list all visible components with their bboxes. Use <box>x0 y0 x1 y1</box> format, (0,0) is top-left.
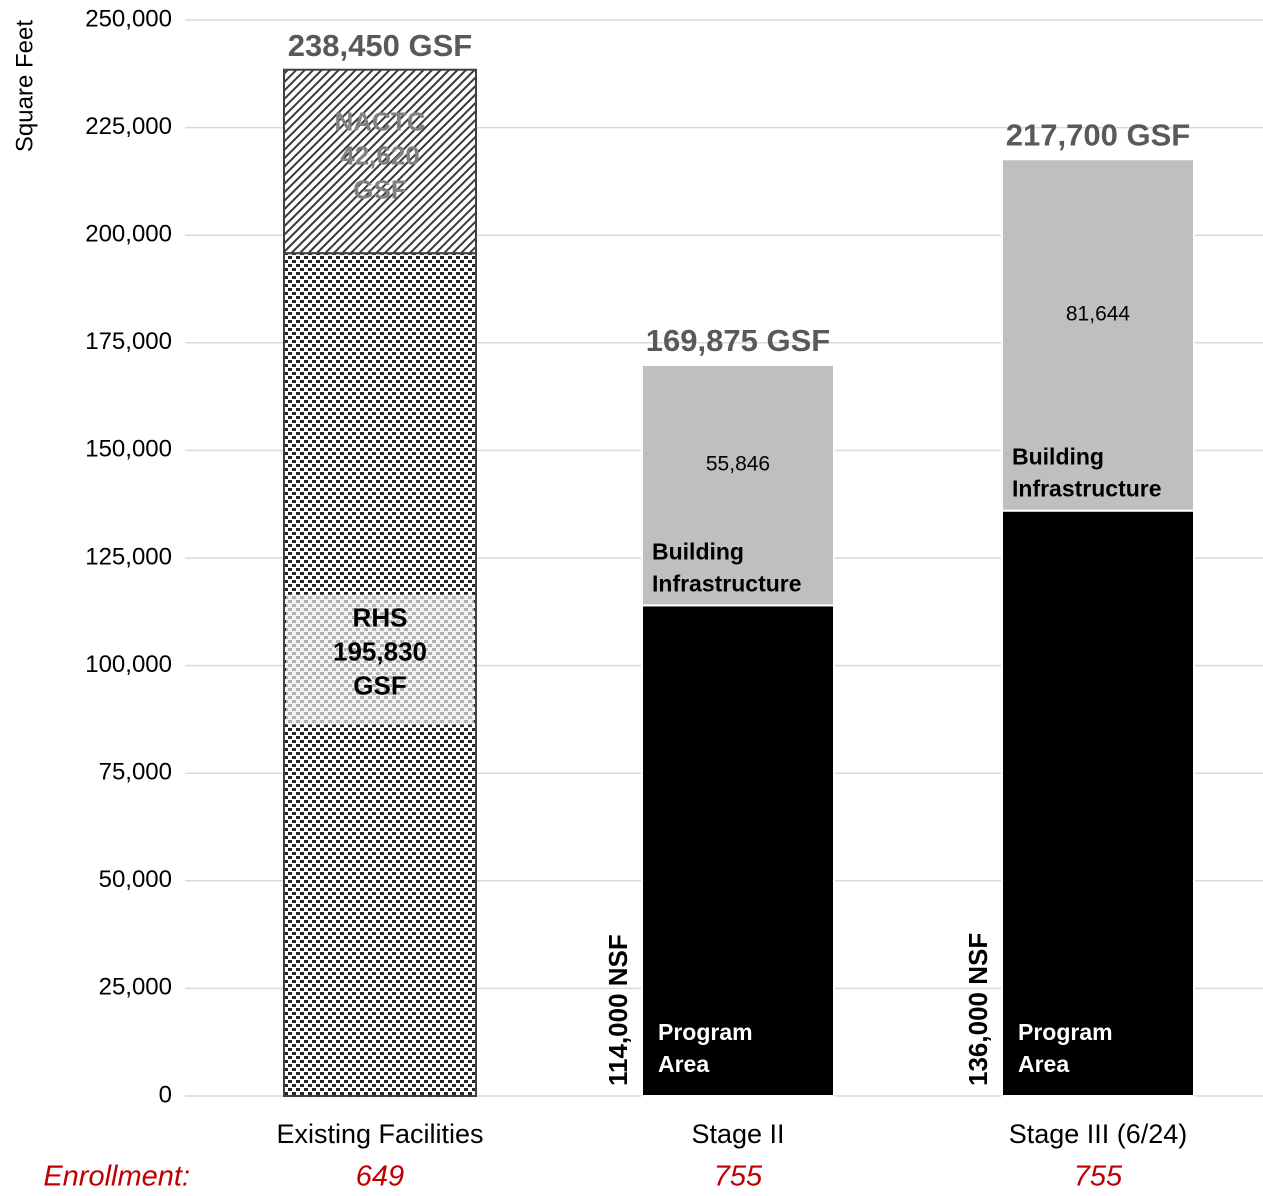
segment-label: 42,620 <box>340 140 420 170</box>
bar-segment <box>641 604 835 1097</box>
enrollment-value: 755 <box>1074 1161 1123 1193</box>
segment-name: Area <box>658 1051 709 1077</box>
enrollment-value: 649 <box>356 1161 404 1193</box>
total-label: 169,875 GSF <box>646 323 830 358</box>
segment-name: Infrastructure <box>1012 476 1162 502</box>
y-tick-label: 100,000 <box>85 651 172 678</box>
y-tick-label: 200,000 <box>85 221 172 248</box>
x-tick-label: Stage II <box>691 1119 784 1149</box>
bar-segment <box>641 363 835 607</box>
total-label: 217,700 GSF <box>1006 117 1190 152</box>
total-label: 238,450 GSF <box>288 28 472 63</box>
bar-segment <box>283 68 477 255</box>
y-tick-label: 125,000 <box>85 543 172 570</box>
segment-name: Program <box>658 1019 753 1045</box>
y-tick-label: 25,000 <box>99 974 172 1001</box>
segment-label: 81,644 <box>1066 303 1131 326</box>
x-tick-label: Existing Facilities <box>276 1119 483 1149</box>
segment-label: 55,846 <box>706 453 770 476</box>
y-tick-label: 175,000 <box>85 328 172 355</box>
segment-label: 195,830 <box>333 636 427 666</box>
y-tick-label: 75,000 <box>99 759 172 786</box>
segment-name: Infrastructure <box>652 570 802 596</box>
segment-name: Area <box>1018 1051 1069 1077</box>
segment-name: Building <box>1012 444 1104 470</box>
y-tick-label: 50,000 <box>99 866 172 893</box>
y-tick-label: 150,000 <box>85 436 172 463</box>
enrollment-label: Enrollment: <box>43 1161 190 1193</box>
label-backdrop <box>286 594 474 725</box>
x-tick-label: Stage III (6/24) <box>1009 1119 1188 1149</box>
bar-segment <box>1001 158 1195 512</box>
segment-name: RHS <box>353 602 408 632</box>
segment-name: Building <box>652 538 744 564</box>
segment-label: GSF <box>353 174 406 204</box>
y-tick-label: 225,000 <box>85 113 172 140</box>
bar-segment <box>1001 509 1195 1097</box>
y-tick-label: 250,000 <box>85 5 172 32</box>
y-axis-title: Square Feet <box>11 20 38 152</box>
segment-label: GSF <box>353 670 406 700</box>
enrollment-value: 755 <box>714 1161 763 1193</box>
y-tick-label: 0 <box>159 1081 172 1108</box>
segment-label: 136,000 NSF <box>963 933 993 1086</box>
segment-name: NACTC <box>335 106 426 136</box>
segment-name: Program <box>1018 1019 1113 1045</box>
segment-label: 114,000 NSF <box>603 934 633 1086</box>
